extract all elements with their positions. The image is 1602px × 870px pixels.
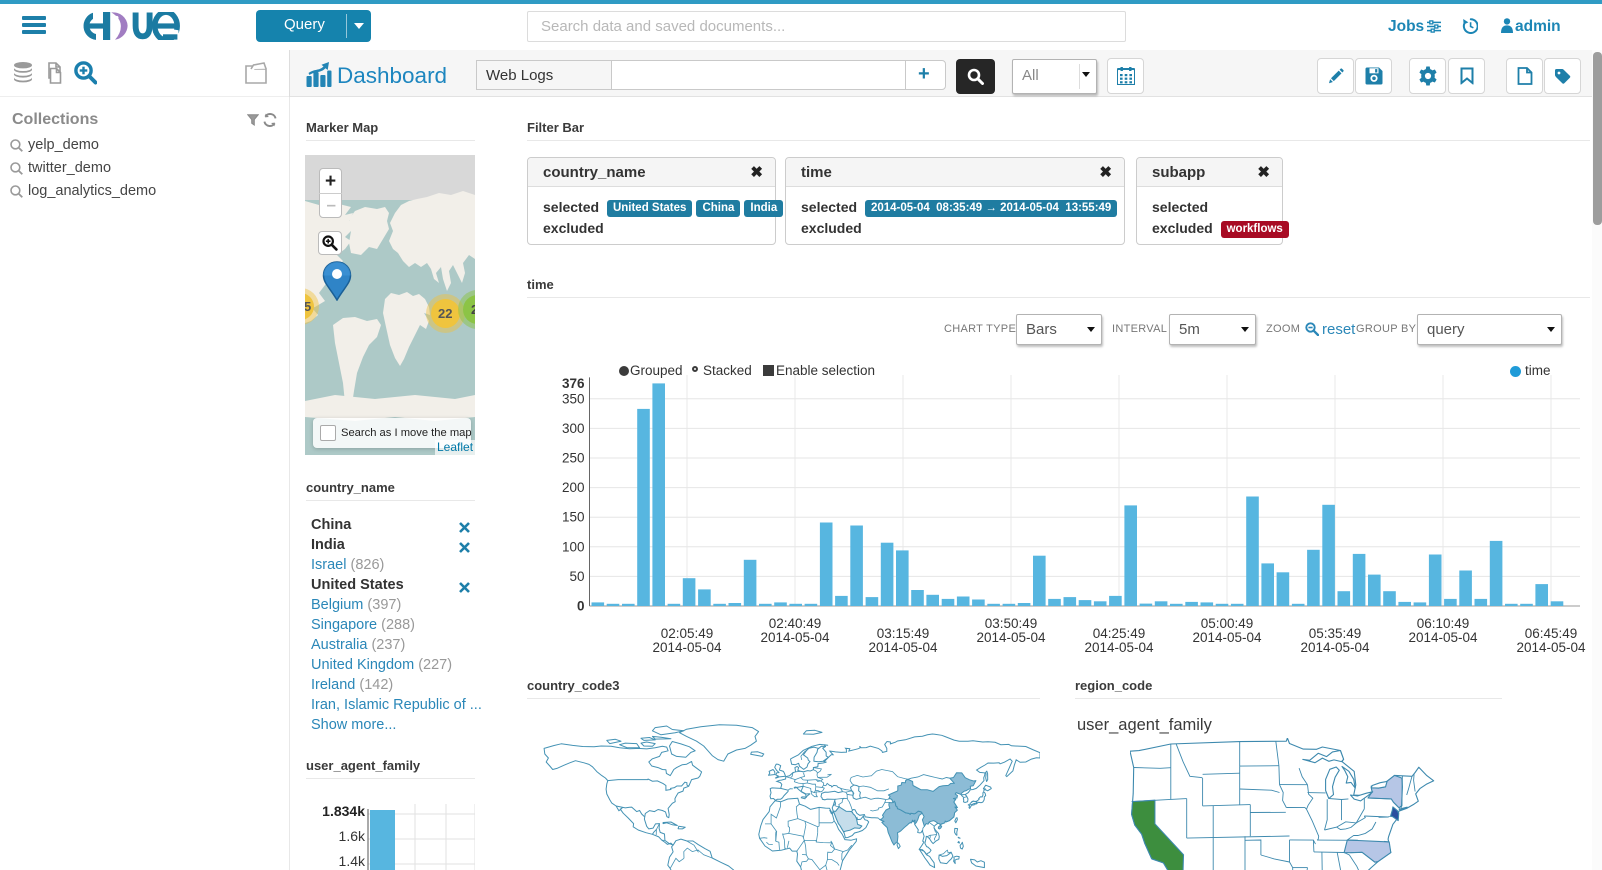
svg-text:04:25:49: 04:25:49 xyxy=(1093,626,1146,641)
svg-text:03:15:49: 03:15:49 xyxy=(877,626,930,641)
svg-text:03:50:49: 03:50:49 xyxy=(985,616,1038,631)
svg-text:02:40:49: 02:40:49 xyxy=(769,616,822,631)
svg-text:0: 0 xyxy=(577,599,585,614)
svg-text:350: 350 xyxy=(562,391,585,406)
svg-text:376: 376 xyxy=(562,376,585,391)
svg-text:1.6k: 1.6k xyxy=(339,828,366,844)
svg-text:2014-05-04: 2014-05-04 xyxy=(1516,640,1586,655)
svg-text:2014-05-04: 2014-05-04 xyxy=(652,640,722,655)
svg-text:100: 100 xyxy=(562,539,585,554)
svg-text:05:00:49: 05:00:49 xyxy=(1201,616,1254,631)
svg-text:02:05:49: 02:05:49 xyxy=(661,626,714,641)
svg-text:300: 300 xyxy=(562,421,585,436)
svg-text:2014-05-04: 2014-05-04 xyxy=(976,630,1046,645)
svg-text:06:45:49: 06:45:49 xyxy=(1525,626,1578,641)
svg-text:150: 150 xyxy=(562,510,585,525)
svg-text:200: 200 xyxy=(562,480,585,495)
svg-text:2014-05-04: 2014-05-04 xyxy=(1408,630,1478,645)
svg-text:1.4k: 1.4k xyxy=(339,853,366,869)
svg-text:250: 250 xyxy=(562,451,585,466)
svg-text:05:35:49: 05:35:49 xyxy=(1309,626,1362,641)
svg-text:1.834k: 1.834k xyxy=(322,803,365,819)
svg-text:50: 50 xyxy=(569,569,584,584)
svg-text:06:10:49: 06:10:49 xyxy=(1417,616,1470,631)
svg-text:2014-05-04: 2014-05-04 xyxy=(1192,630,1262,645)
svg-text:2014-05-04: 2014-05-04 xyxy=(1300,640,1370,655)
svg-text:2014-05-04: 2014-05-04 xyxy=(1084,640,1154,655)
svg-text:2014-05-04: 2014-05-04 xyxy=(760,630,830,645)
svg-text:2014-05-04: 2014-05-04 xyxy=(868,640,938,655)
